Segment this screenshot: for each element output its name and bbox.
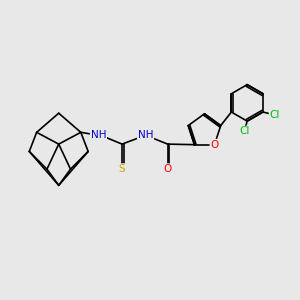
Text: NH: NH	[91, 130, 106, 140]
Text: Cl: Cl	[239, 126, 249, 136]
Text: Cl: Cl	[270, 110, 280, 120]
Text: NH: NH	[138, 130, 153, 140]
Text: O: O	[164, 164, 172, 174]
Text: S: S	[119, 164, 125, 174]
Text: O: O	[210, 140, 219, 150]
